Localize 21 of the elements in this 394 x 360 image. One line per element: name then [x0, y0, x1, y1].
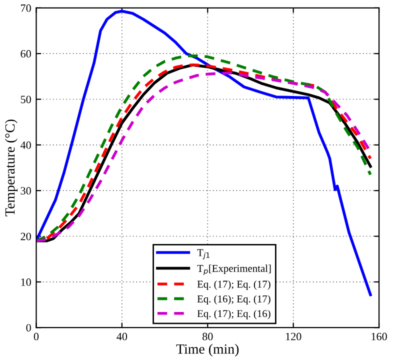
- y-tick-label: 60: [20, 50, 31, 58]
- line-series: [36, 10, 372, 296]
- y-tick-label: 40: [20, 141, 31, 149]
- y-axis-title: Temperature (°C): [4, 120, 18, 216]
- legend-label: Eq. (17); Eq. (17): [197, 280, 270, 290]
- x-tick-label: 40: [116, 332, 128, 340]
- y-tick-label: 10: [21, 278, 31, 286]
- x-tick-label: 80: [202, 332, 213, 340]
- y-tick-label: 30: [20, 187, 31, 195]
- y-tick-label: 0: [26, 324, 31, 332]
- y-tick-label: 50: [20, 96, 31, 104]
- y-tick-label: 20: [20, 232, 31, 240]
- legend-label: Eq. (16); Eq. (17): [197, 295, 270, 305]
- legend-label: Eq. (17); Eq. (16): [197, 310, 270, 320]
- x-tick-label: 0: [34, 332, 39, 340]
- legend-label: T$_{p}$[Experimental]: [197, 264, 271, 276]
- x-tick-label: 160: [372, 332, 387, 340]
- x-tick-label: 120: [286, 332, 302, 340]
- x-axis-title: Time (min): [176, 344, 239, 357]
- y-tick-label: 70: [21, 4, 31, 12]
- legend-label: T$_{j1}$: [197, 249, 210, 260]
